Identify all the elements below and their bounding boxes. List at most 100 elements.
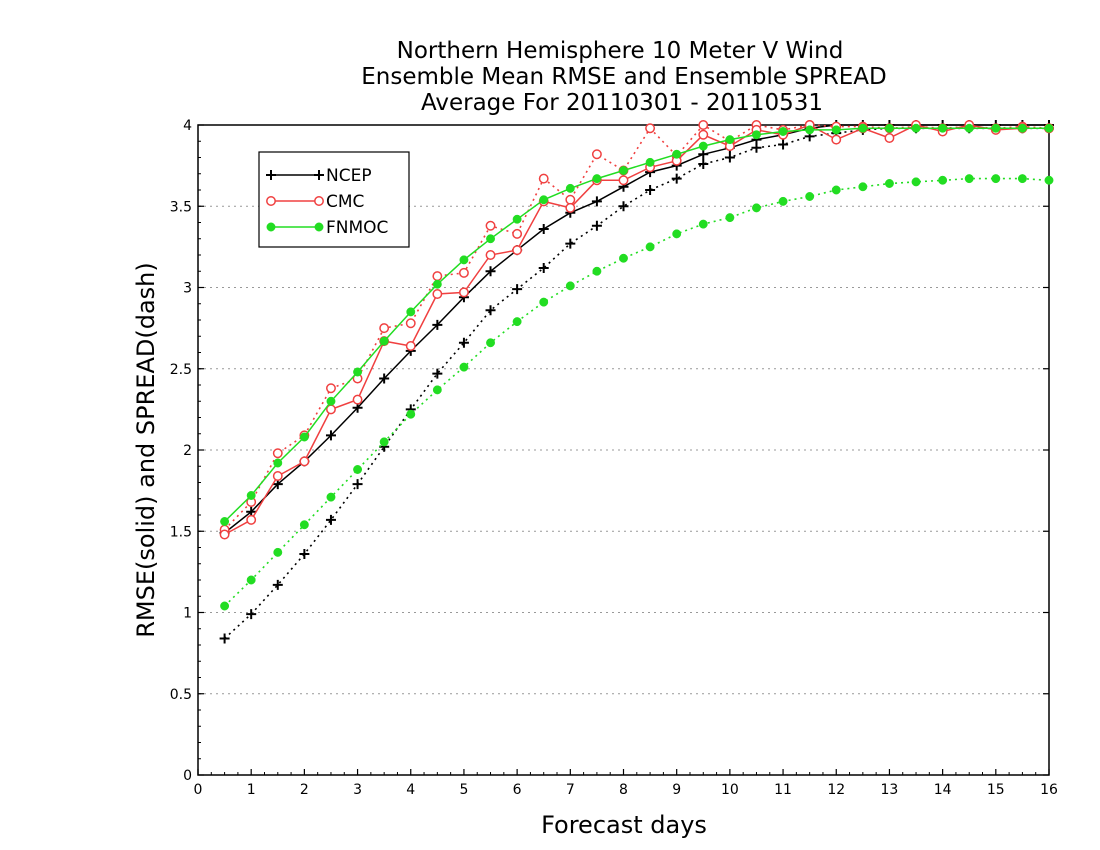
cmc-spread-point bbox=[405, 318, 416, 329]
fnmoc-spread-point bbox=[964, 174, 974, 184]
fnmoc-rmse-line bbox=[224, 127, 1049, 523]
legend-marker bbox=[314, 170, 324, 180]
fnmoc-spread-point bbox=[911, 177, 921, 187]
x-tick-label: 16 bbox=[1040, 782, 1058, 798]
fnmoc-spread-point bbox=[884, 179, 894, 188]
fnmoc-spread-point bbox=[1044, 175, 1054, 185]
ncep-spread-point bbox=[352, 479, 363, 490]
fnmoc-rmse-point bbox=[619, 166, 628, 175]
x-tick-label: 12 bbox=[827, 782, 845, 798]
x-tick-label: 0 bbox=[194, 782, 203, 798]
fnmoc-spread-point bbox=[299, 520, 309, 530]
fnmoc-spread-point bbox=[698, 219, 708, 229]
fnmoc-spread-point bbox=[539, 297, 549, 307]
ncep-spread-point bbox=[618, 201, 629, 212]
fnmoc-rmse-point bbox=[1017, 123, 1027, 133]
fnmoc-spread-point bbox=[672, 229, 682, 239]
fnmoc-rmse-point bbox=[672, 149, 682, 159]
y-axis-ticks: 0 0.5 1 1.5 2 2.5 3 3.5 4 bbox=[170, 118, 1049, 784]
fnmoc-spread-point bbox=[379, 437, 389, 447]
legend-marker bbox=[266, 222, 276, 232]
fnmoc-spread-line bbox=[224, 177, 1050, 607]
ncep-rmse-point bbox=[379, 373, 390, 384]
ncep-spread-point bbox=[485, 305, 496, 316]
cmc-spread-point bbox=[538, 173, 549, 184]
legend-marker bbox=[266, 170, 276, 180]
ncep-rmse-point bbox=[538, 224, 549, 234]
ncep-spread-point bbox=[272, 579, 283, 590]
y-tick-label: 2 bbox=[183, 443, 192, 459]
fnmoc-rmse-point bbox=[938, 123, 948, 133]
fnmoc-spread-point bbox=[805, 192, 815, 201]
ncep-spread-point bbox=[591, 220, 602, 231]
ncep-spread-point bbox=[512, 284, 523, 295]
cmc-rmse-line bbox=[224, 124, 1049, 536]
fnmoc-rmse-point bbox=[353, 367, 363, 377]
cmc-spread-point bbox=[512, 228, 523, 239]
fnmoc-rmse-point bbox=[539, 195, 549, 205]
fnmoc-spread-point bbox=[326, 492, 336, 502]
legend: NCEP CMC FNMOC bbox=[258, 151, 410, 248]
x-tick-label: 10 bbox=[721, 782, 739, 798]
cmc-rmse-point bbox=[272, 471, 283, 481]
y-tick-label: 3 bbox=[183, 281, 192, 297]
fnmoc-spread-point bbox=[592, 266, 602, 276]
ncep-spread-point bbox=[565, 238, 576, 249]
y-tick-label: 1.5 bbox=[170, 524, 192, 540]
ncep-spread-point bbox=[671, 173, 682, 184]
cmc-spread-point bbox=[272, 448, 283, 459]
cmc-rmse-point bbox=[512, 245, 523, 256]
x-tick-label: 15 bbox=[987, 782, 1005, 798]
x-tick-label: 9 bbox=[672, 782, 681, 798]
x-tick-label: 7 bbox=[566, 782, 575, 798]
ncep-spread-point bbox=[724, 152, 735, 163]
fnmoc-spread-point bbox=[1017, 174, 1027, 184]
x-tick-label: 8 bbox=[619, 782, 628, 798]
cmc-spread-point bbox=[379, 323, 390, 334]
fnmoc-spread-point bbox=[273, 547, 283, 557]
ncep-rmse-point bbox=[432, 319, 443, 330]
cmc-rmse-point bbox=[352, 394, 363, 405]
title-line-1: Northern Hemisphere 10 Meter V Wind bbox=[397, 38, 844, 64]
cmc-spread-point bbox=[458, 267, 469, 278]
ncep-rmse-point bbox=[485, 266, 496, 277]
fnmoc-rmse-point bbox=[1044, 123, 1054, 133]
fnmoc-spread-point bbox=[938, 175, 948, 185]
legend-marker bbox=[314, 196, 324, 206]
ncep-spread-point bbox=[645, 185, 656, 195]
fnmoc-rmse-point bbox=[805, 125, 815, 135]
fnmoc-rmse-point bbox=[459, 255, 469, 265]
fnmoc-rmse-point bbox=[299, 432, 309, 442]
fnmoc-spread-point bbox=[459, 362, 469, 372]
cmc-spread-point bbox=[591, 149, 602, 160]
x-axis-label: Forecast days bbox=[541, 811, 707, 839]
cmc-rmse-point bbox=[698, 129, 709, 140]
cmc-rmse-point bbox=[618, 175, 629, 186]
cmc-rmse-point bbox=[565, 202, 576, 213]
cmc-rmse-point bbox=[458, 287, 469, 298]
gridlines bbox=[198, 205, 1049, 695]
fnmoc-spread-point bbox=[752, 203, 761, 213]
fnmoc-spread-point bbox=[220, 601, 230, 611]
y-tick-label: 3.5 bbox=[170, 199, 192, 215]
x-tick-label: 14 bbox=[934, 782, 952, 798]
fnmoc-rmse-point bbox=[592, 174, 602, 184]
cmc-spread-point bbox=[485, 220, 496, 231]
fnmoc-rmse-point bbox=[831, 125, 841, 135]
fnmoc-rmse-point bbox=[246, 491, 256, 500]
fnmoc-rmse-point bbox=[858, 123, 868, 133]
cmc-rmse-point bbox=[246, 514, 257, 525]
ncep-spread-point bbox=[299, 549, 310, 559]
fnmoc-rmse-point bbox=[406, 307, 416, 317]
x-tick-label: 1 bbox=[247, 782, 256, 798]
legend-item-ncep: NCEP bbox=[266, 166, 372, 186]
x-tick-label: 5 bbox=[459, 782, 468, 798]
cmc-rmse-point bbox=[219, 529, 230, 540]
legend-item-cmc: CMC bbox=[266, 192, 364, 212]
fnmoc-rmse-point bbox=[884, 123, 894, 133]
ncep-rmse-point bbox=[698, 149, 709, 160]
fnmoc-rmse-point bbox=[991, 123, 1001, 133]
x-tick-label: 13 bbox=[881, 782, 899, 798]
ncep-spread-point bbox=[698, 159, 709, 169]
ncep-spread-point bbox=[219, 633, 230, 644]
